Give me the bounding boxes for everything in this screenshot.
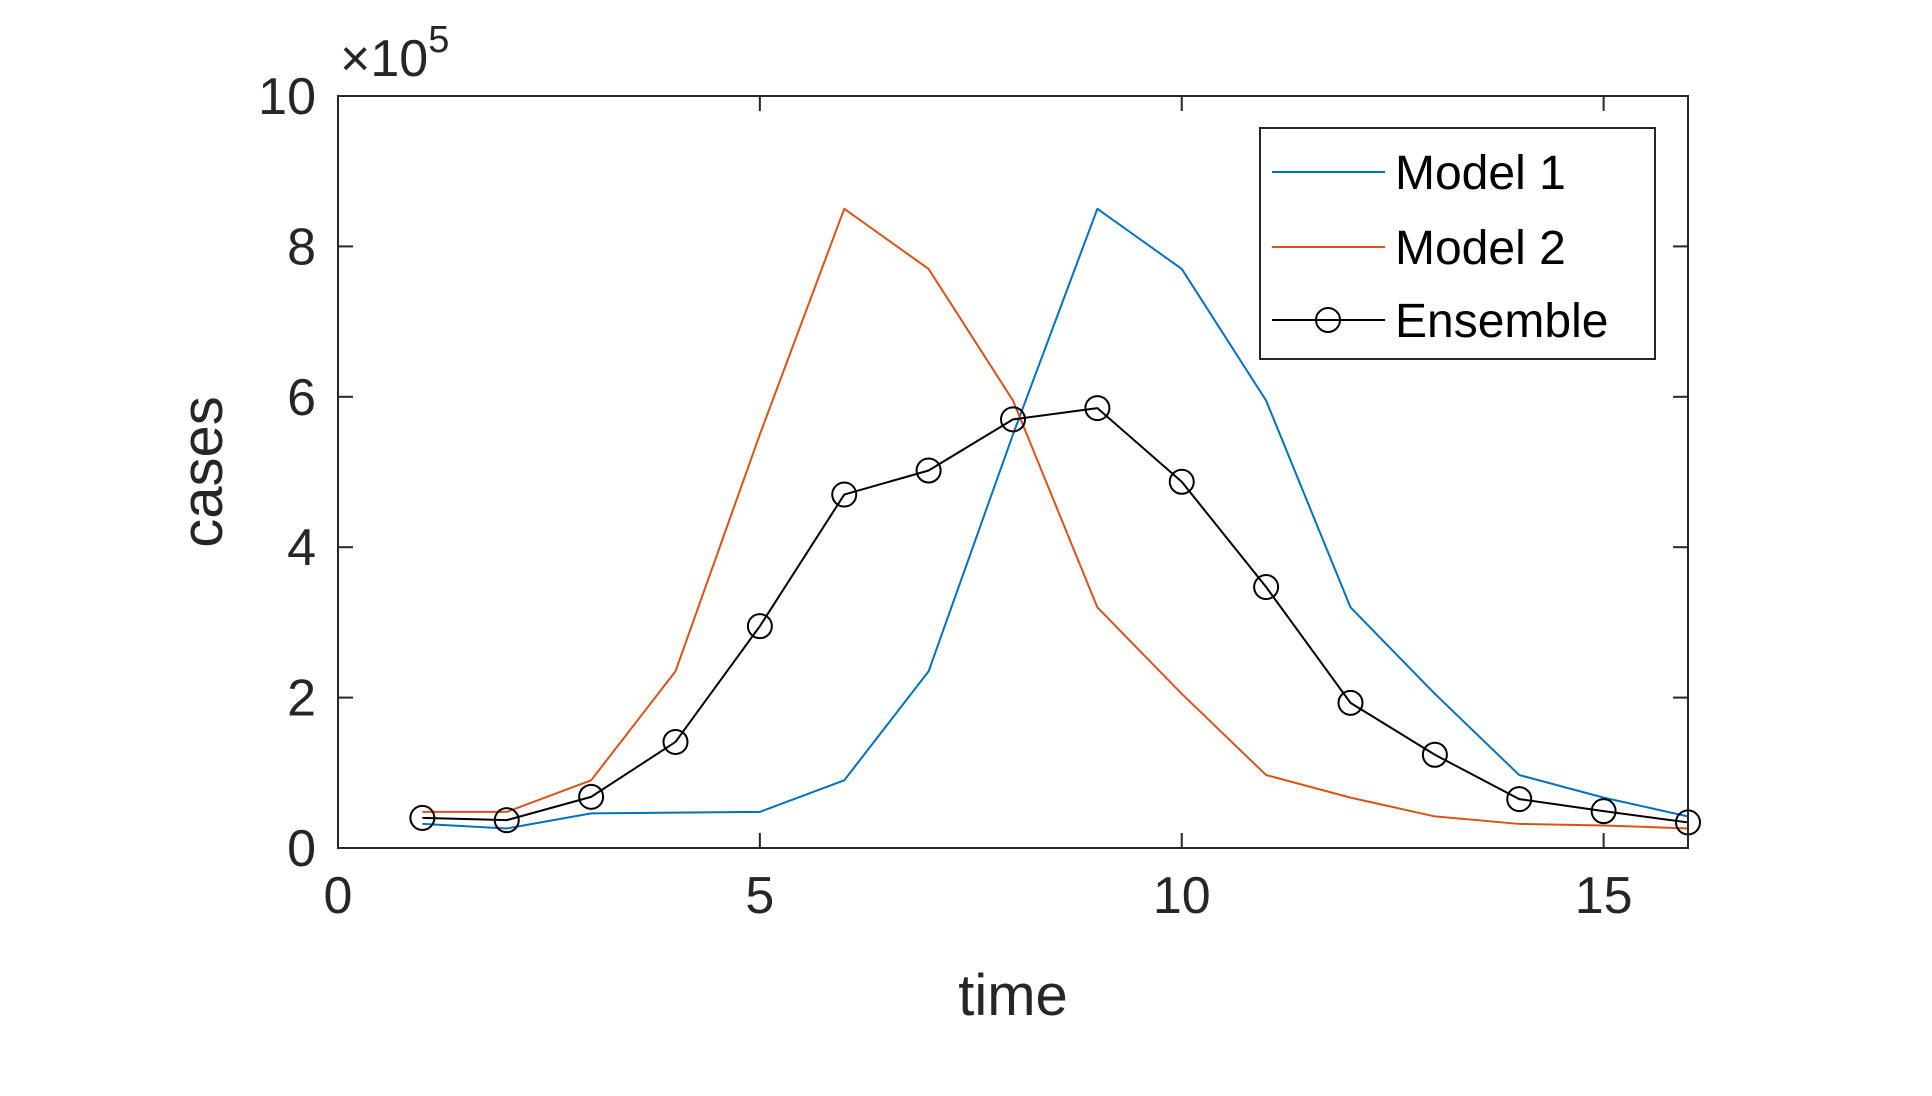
x-tick-label: 15 — [1575, 867, 1633, 925]
ensemble-point — [1421, 741, 1448, 768]
x-tick-label: 10 — [1153, 867, 1211, 925]
legend-label-model-1: Model 1 — [1395, 147, 1566, 200]
x-tick-label: 0 — [324, 867, 353, 925]
ensemble-point — [1168, 468, 1195, 495]
y-tick-label: 0 — [287, 820, 316, 878]
y-tick-label: 6 — [287, 369, 316, 427]
ensemble-point — [662, 728, 689, 755]
legend: Model 1 Model 2 Ensemble — [1259, 127, 1656, 360]
x-axis-label: time — [958, 963, 1068, 1028]
y-exponent-base: ×10 — [340, 30, 428, 88]
series-line-model-2 — [422, 207, 1689, 830]
y-tick-label: 8 — [287, 218, 316, 276]
y-axis-label: cases — [170, 396, 235, 548]
ensemble-point — [1506, 786, 1533, 813]
series-line-ensemble — [422, 407, 1689, 824]
ensemble-point — [1337, 689, 1364, 716]
ensemble-point — [1590, 798, 1617, 825]
ensemble-point — [1084, 395, 1111, 422]
plot-box — [337, 95, 1689, 849]
legend-label-model-2: Model 2 — [1395, 222, 1566, 275]
y-tick-label: 10 — [258, 68, 316, 126]
ensemble-point — [915, 457, 942, 484]
ensemble-point — [493, 807, 520, 834]
y-exponent-power: 5 — [428, 19, 449, 61]
ensemble-point — [1253, 574, 1280, 601]
series-line-model-1 — [422, 207, 1689, 830]
series-layer — [409, 207, 1701, 836]
ensemble-point — [746, 613, 773, 640]
y-tick-label: 4 — [287, 519, 316, 577]
legend-label-ensemble: Ensemble — [1395, 295, 1608, 348]
legend-marker-ensemble — [1315, 307, 1341, 333]
ensemble-point — [1000, 406, 1026, 433]
ensemble-point — [831, 481, 858, 508]
ensemble-point — [409, 804, 436, 831]
ticks-layer: 0 5 10 15 0 2 4 6 8 10 — [258, 68, 1688, 925]
ensemble-point — [578, 783, 605, 810]
y-exponent-label: ×105 — [340, 19, 449, 88]
x-tick-label: 5 — [745, 867, 774, 925]
y-tick-label: 2 — [287, 670, 316, 728]
